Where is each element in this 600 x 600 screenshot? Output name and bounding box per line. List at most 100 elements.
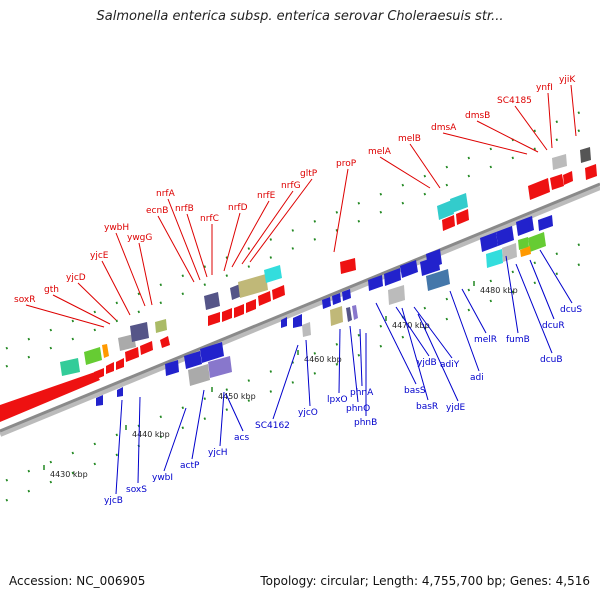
guide-dot — [335, 342, 339, 346]
label-leader — [223, 212, 241, 272]
guide-dot — [357, 333, 361, 337]
guide-dot — [159, 283, 163, 287]
gene-block — [106, 362, 114, 374]
scale-tick-label: 4480 kbp — [480, 286, 518, 295]
gene-label: dcuS — [560, 305, 582, 315]
label-leader — [379, 156, 431, 189]
guide-dot — [247, 399, 251, 402]
gene-block — [330, 306, 343, 326]
gene-block — [442, 215, 455, 231]
guide-dot — [93, 442, 97, 446]
label-leader — [219, 391, 225, 447]
guide-dot — [93, 462, 97, 466]
guide-dot — [313, 238, 317, 241]
guide-dot — [203, 417, 207, 421]
gene-block — [352, 305, 358, 320]
guide-dot — [225, 388, 229, 391]
guide-dot — [379, 192, 383, 196]
guide-dot — [115, 319, 119, 323]
gene-block — [184, 351, 202, 369]
guide-dot — [379, 210, 383, 214]
gene-label: melA — [368, 147, 392, 157]
guide-dot — [225, 408, 229, 411]
gene-block — [125, 347, 139, 362]
gene-label: SC4185 — [497, 96, 532, 106]
guide-dot — [5, 478, 9, 482]
guide-dot — [181, 292, 185, 296]
gene-label: nrfG — [281, 181, 301, 191]
gene-block — [0, 372, 100, 422]
gene-block — [264, 265, 282, 283]
gene-label: lpxO — [327, 395, 348, 405]
guide-dot — [555, 272, 559, 276]
guide-dot — [577, 111, 581, 115]
guide-dot — [269, 370, 273, 373]
guide-dot — [269, 238, 273, 241]
gene-block — [552, 154, 567, 170]
gene-label: acs — [234, 433, 249, 443]
guide-dot — [291, 381, 295, 384]
label-leader — [505, 255, 519, 334]
gene-block — [246, 299, 256, 313]
gene-block — [563, 171, 573, 185]
gene-label: nrfE — [257, 191, 276, 201]
gene-label: nrfA — [156, 189, 176, 199]
guide-dot — [467, 288, 471, 292]
guide-dot — [291, 229, 295, 232]
gene-block — [60, 358, 80, 376]
gene-label: dcuB — [540, 355, 563, 365]
gene-label: yjcE — [90, 251, 109, 261]
gene-block — [456, 209, 469, 225]
guide-dot — [489, 147, 493, 151]
guide-dot — [335, 210, 339, 214]
guide-dot — [533, 129, 537, 133]
guide-dots — [5, 111, 581, 502]
label-leader — [401, 307, 429, 401]
guide-dot — [115, 433, 119, 437]
gene-block — [496, 226, 514, 246]
gene-block — [258, 291, 271, 306]
gene-block — [585, 164, 597, 180]
guide-dot — [555, 138, 559, 142]
gene-block — [516, 216, 534, 236]
gene-block — [340, 258, 356, 274]
guide-dot — [445, 297, 449, 301]
guide-dot — [181, 406, 185, 410]
gene-label: soxR — [14, 295, 36, 305]
guide-dot — [93, 310, 97, 314]
gene-label: ywbI — [152, 473, 173, 483]
guide-dot — [159, 301, 163, 305]
label-leader — [539, 249, 573, 304]
gene-block — [342, 289, 351, 301]
gene-label: yjiK — [559, 75, 576, 85]
guide-dot — [489, 165, 493, 169]
guide-dot — [313, 352, 317, 355]
backbone-shadow — [0, 184, 600, 437]
label-leader — [395, 306, 430, 357]
guide-dot — [511, 290, 515, 294]
gene-label: melB — [398, 134, 421, 144]
guide-dot — [159, 435, 163, 439]
guide-dot — [71, 319, 75, 323]
gene-block — [293, 314, 302, 328]
guide-dot — [335, 362, 339, 366]
guide-dot — [225, 274, 229, 277]
gene-label: proP — [336, 159, 357, 169]
gene-label: yjcD — [66, 273, 86, 283]
label-leader — [25, 304, 105, 328]
backbone-line — [0, 182, 600, 433]
gene-label: ynfI — [536, 83, 553, 93]
guide-dot — [445, 317, 449, 321]
label-leader — [449, 290, 480, 372]
gene-block — [538, 215, 553, 231]
guide-dot — [269, 256, 273, 259]
gene-block — [388, 285, 405, 305]
gene-label: basR — [416, 402, 438, 412]
label-leader — [375, 302, 417, 385]
gene-label: ywbH — [104, 223, 129, 233]
label-leader — [333, 168, 349, 253]
gene-block — [437, 200, 454, 220]
label-leader — [225, 393, 244, 432]
label-leader — [349, 325, 359, 403]
